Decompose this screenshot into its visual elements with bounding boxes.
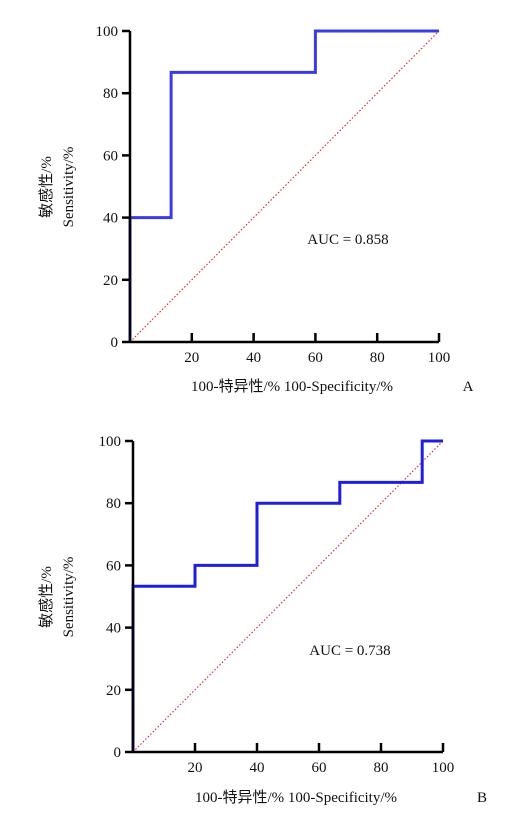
y-tick-label: 100 [96, 24, 119, 40]
x-tick-label: 40 [246, 350, 261, 366]
panel-label-a: A [463, 379, 474, 395]
roc-curve-line [131, 439, 443, 752]
y-tick-label: 0 [111, 335, 119, 351]
y-tick-label: 60 [103, 148, 118, 164]
x-tick-label: 20 [184, 350, 199, 366]
x-axis-title: 100-特异性/% 100-Specificity/% [191, 378, 393, 395]
y-tick-label: 20 [106, 683, 121, 699]
y-axis-title-en: Sensitivity/% [61, 147, 77, 228]
y-tick-label: 100 [99, 434, 122, 450]
reference-diagonal-line [132, 440, 444, 753]
x-tick-label: 20 [188, 760, 203, 776]
y-tick-label: 60 [106, 558, 121, 574]
x-tick-label: 100 [432, 760, 455, 776]
y-axis-title-cn: 敏感性/% [38, 156, 55, 218]
reference-diagonal-line [129, 30, 440, 343]
y-tick-label: 40 [103, 211, 118, 227]
auc-annotation-a: AUC = 0.858 [307, 232, 388, 248]
x-tick-label: 80 [370, 350, 385, 366]
roc-chart-b: 敏感性/% Sensitivity/% 100-特异性/% 100-Specif… [38, 434, 487, 806]
x-tick-label: 60 [308, 350, 323, 366]
y-tick-label: 80 [103, 86, 118, 102]
x-tick-label: 80 [374, 760, 389, 776]
auc-annotation-b: AUC = 0.738 [309, 643, 390, 659]
y-tick-label: 40 [106, 621, 121, 637]
y-tick-label: 80 [106, 496, 121, 512]
roc-chart-a: 敏感性/% Sensitivity/% 100-特异性/% 100-Specif… [38, 24, 474, 395]
x-tick-label: 100 [428, 350, 451, 366]
x-tick-label: 40 [250, 760, 265, 776]
x-axis-title: 100-特异性/% 100-Specificity/% [195, 789, 397, 806]
y-axis-title-cn: 敏感性/% [38, 566, 55, 628]
panel-label-b: B [477, 790, 487, 806]
y-axis-title-en: Sensitivity/% [61, 557, 77, 638]
y-tick-label: 0 [114, 745, 122, 761]
y-tick-label: 20 [103, 273, 118, 289]
x-tick-label: 60 [312, 760, 327, 776]
